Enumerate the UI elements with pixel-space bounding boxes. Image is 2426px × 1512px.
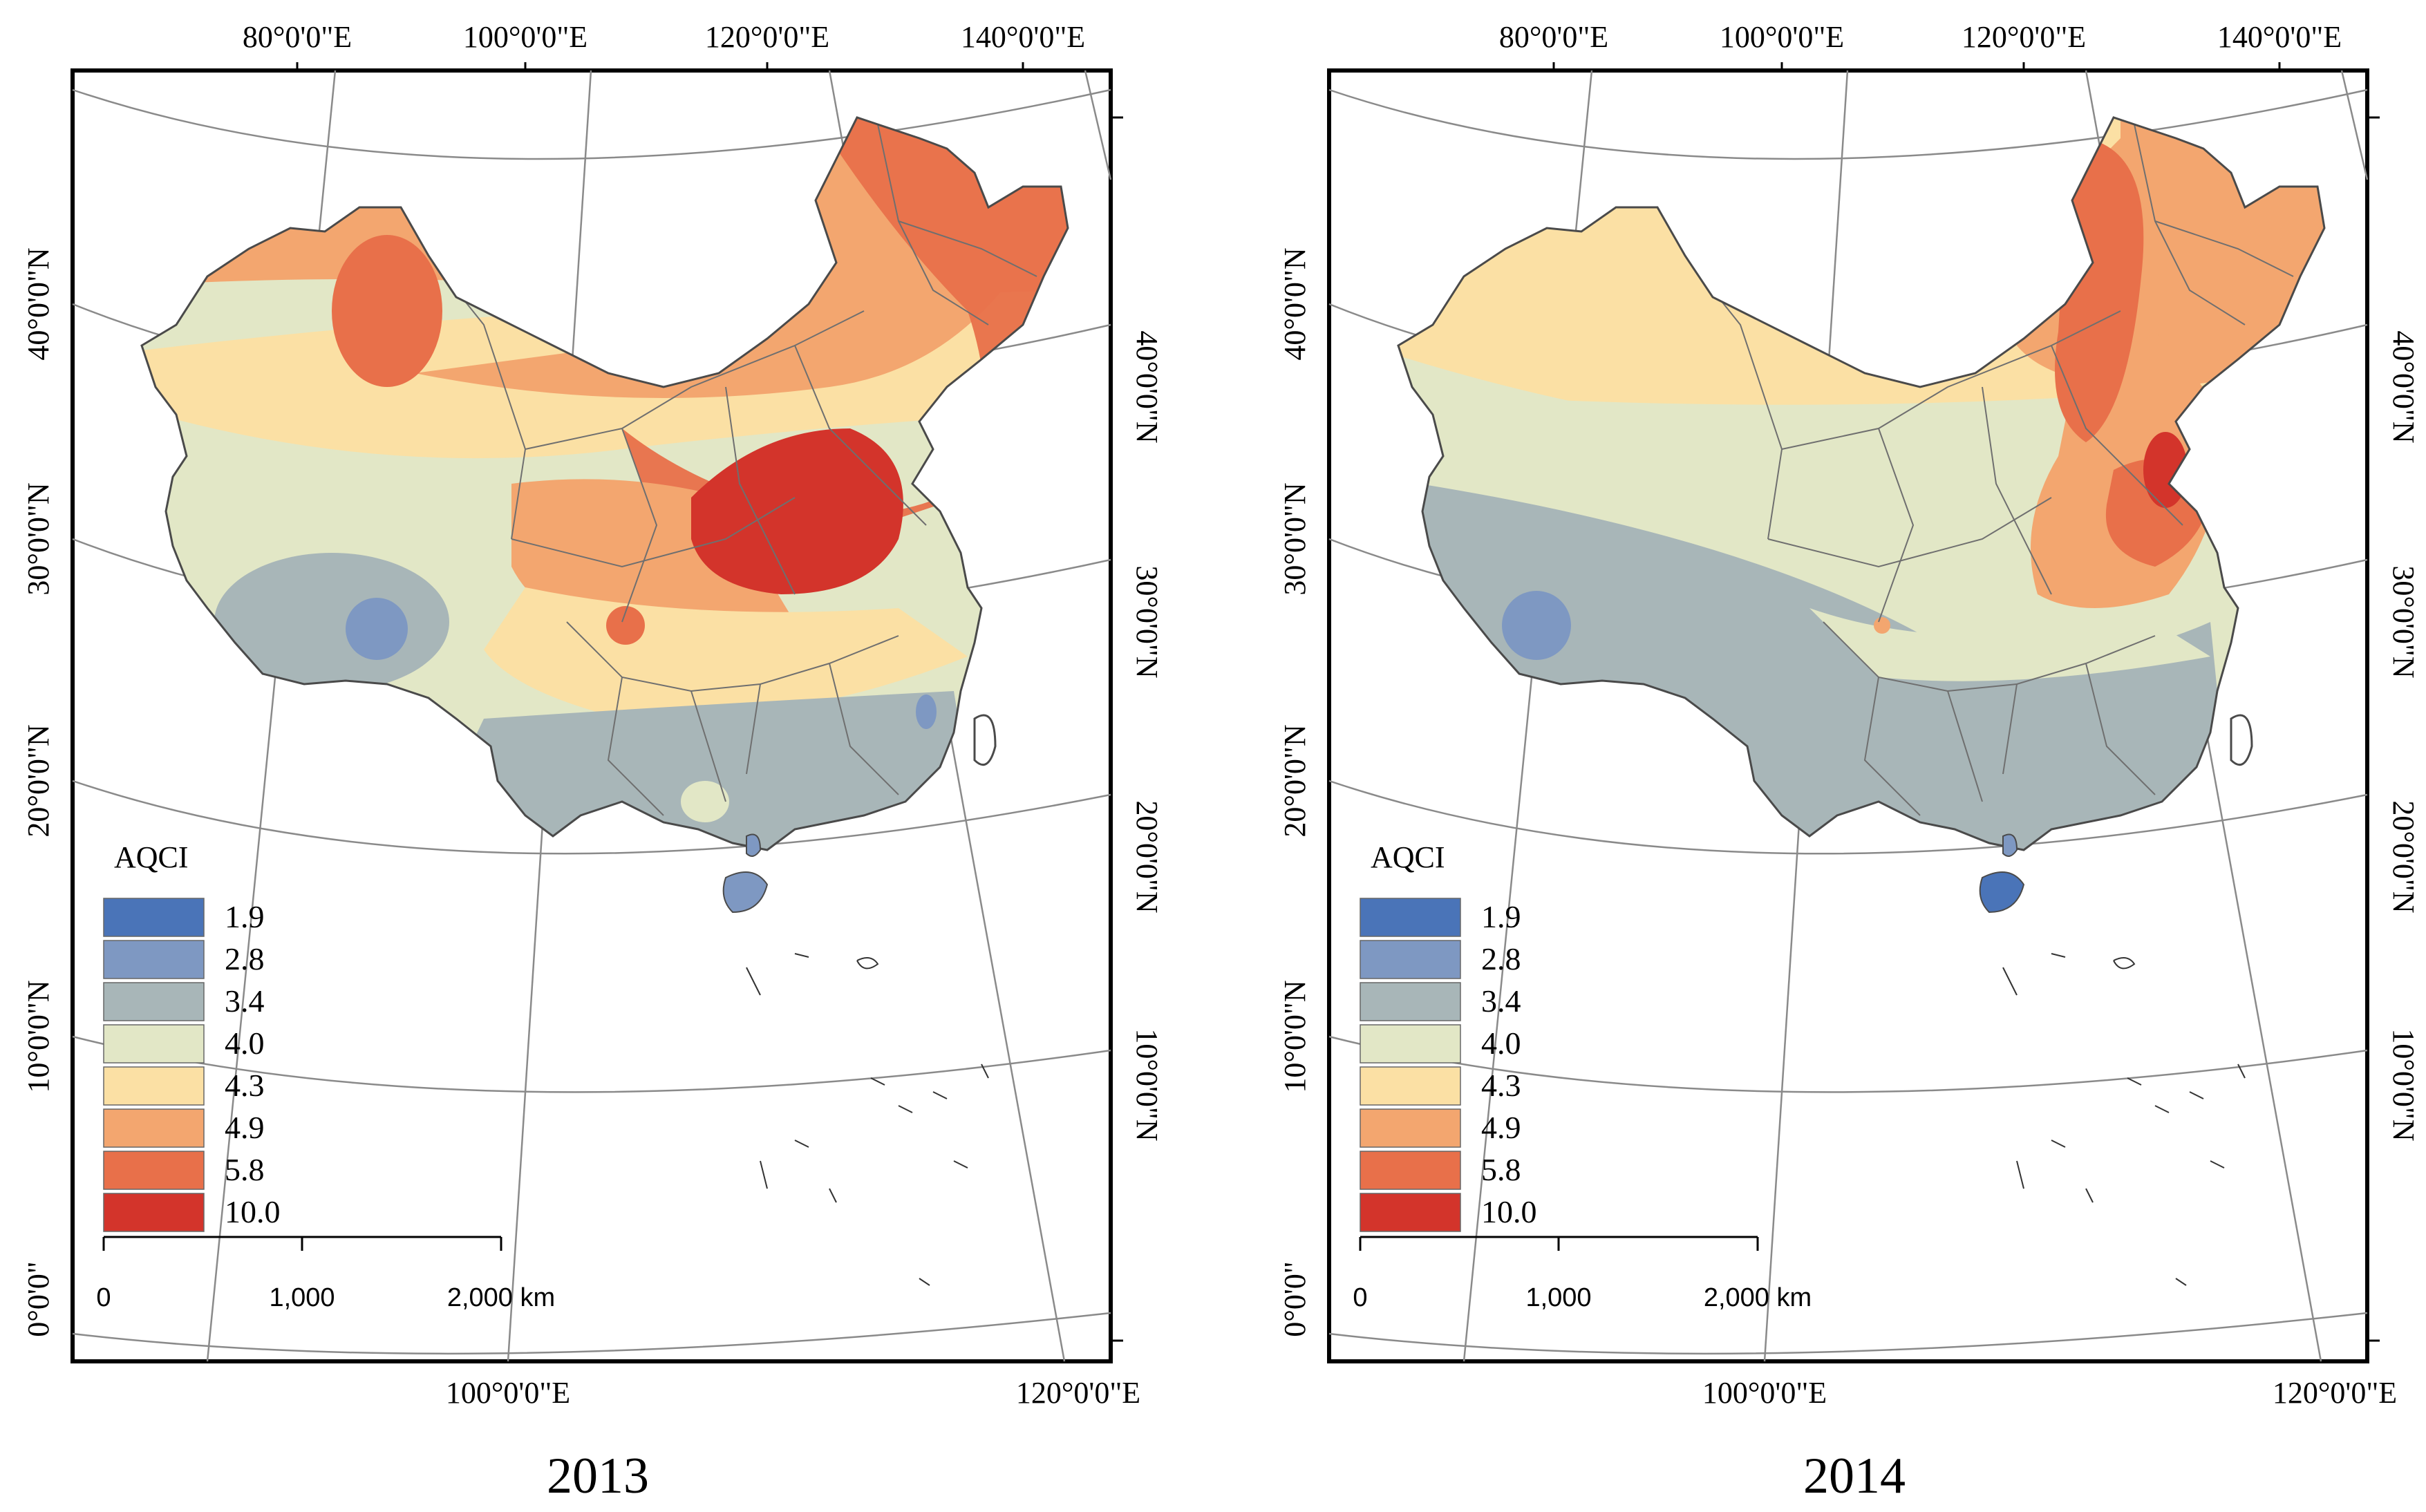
top-longitude-label: 140°0'0"E [2217, 20, 2342, 54]
legend-label: 3.4 [1481, 983, 1521, 1019]
latitude-line [1328, 88, 2368, 160]
legend: AQCI 1.9 2.8 3.4 4.0 4.3 4.9 5.8 10.0 [1360, 840, 1537, 1232]
legend-swatch [103, 898, 205, 937]
legend-label: 2.8 [225, 941, 265, 976]
right-latitude-label: 40°0'0"N [2387, 330, 2420, 443]
left-latitude-label: 0°0'0" [21, 1261, 55, 1336]
year-label: 2014 [1803, 1448, 1906, 1504]
top-longitude-label: 120°0'0"E [705, 20, 829, 54]
legend-swatch [1360, 1193, 1461, 1232]
legend-swatch [103, 1066, 205, 1106]
longitude-line [1084, 70, 1112, 180]
top-longitude-label: 80°0'0"E [243, 20, 352, 54]
legend-label: 2.8 [1481, 941, 1521, 976]
legend-swatch [1360, 898, 1461, 937]
legend-swatch [103, 940, 205, 979]
taiwan-island [973, 714, 997, 766]
scale-label: 2,000 km [447, 1283, 555, 1312]
legend-swatch [1360, 1066, 1461, 1106]
year-label: 2013 [547, 1448, 649, 1504]
legend-label: 3.4 [225, 983, 265, 1019]
legend-label: 5.8 [225, 1152, 265, 1187]
left-latitude-label: 30°0'0"N [21, 482, 55, 595]
scale-label: 1,000 [1525, 1283, 1591, 1312]
top-longitude-label: 100°0'0"E [463, 20, 587, 54]
scale-label: 0 [96, 1283, 111, 1312]
right-latitude-label: 20°0'0"N [1130, 800, 1164, 913]
right-latitude-label: 10°0'0"N [2387, 1028, 2420, 1141]
scale-label: 2,000 km [1704, 1283, 1812, 1312]
legend-label: 4.0 [225, 1026, 265, 1061]
left-latitude-label: 40°0'0"N [1278, 247, 1312, 360]
latitude-line [72, 779, 1111, 855]
latitude-line [72, 1312, 1111, 1355]
legend-label: 4.9 [1481, 1110, 1521, 1145]
latitude-line [72, 88, 1111, 160]
legend-label: 1.9 [225, 899, 265, 934]
legend-label: 10.0 [1481, 1194, 1537, 1229]
legend-swatch [1360, 940, 1461, 979]
legend-swatch [103, 1108, 205, 1148]
taiwan-island [2230, 714, 2253, 766]
right-latitude-label: 20°0'0"N [2387, 800, 2420, 913]
bottom-longitude-label: 100°0'0"E [446, 1376, 570, 1410]
left-latitude-label: 10°0'0"N [1278, 980, 1312, 1093]
top-longitude-label: 80°0'0"E [1499, 20, 1608, 54]
legend-swatch [103, 1024, 205, 1064]
right-latitude-label: 40°0'0"N [1130, 330, 1164, 443]
latitude-line [1328, 779, 2368, 855]
coordinate-labels: 80°0'0"E 100°0'0"E 120°0'0"E 140°0'0"E 100°0… [1278, 20, 2420, 1410]
scale-bar: 0 1,000 2,000 km [1353, 1236, 1812, 1312]
legend-swatch [103, 1193, 205, 1232]
scale-bar: 0 1,000 2,000 km [96, 1236, 555, 1312]
top-longitude-label: 140°0'0"E [961, 20, 1085, 54]
hainan-island [722, 871, 769, 914]
legend: AQCI 1.9 2.8 3.4 4.0 4.3 4.9 5.8 10.0 [103, 840, 281, 1232]
top-longitude-label: 120°0'0"E [1962, 20, 2086, 54]
top-longitude-label: 100°0'0"E [1720, 20, 1844, 54]
right-latitude-label: 30°0'0"N [2387, 565, 2420, 678]
legend-swatch [1360, 1024, 1461, 1064]
legend-swatch [103, 982, 205, 1021]
legend-title: AQCI [114, 840, 189, 874]
province-boundaries [1684, 124, 2294, 816]
map-panel-2014: 80°0'0"E 100°0'0"E 120°0'0"E 140°0'0"E 100°0… [1278, 20, 2420, 1504]
scale-label: 1,000 [269, 1283, 335, 1312]
hainan-island [1979, 871, 2025, 914]
right-latitude-label: 30°0'0"N [1130, 565, 1164, 678]
legend-swatch [1360, 982, 1461, 1021]
latitude-line [1328, 1312, 2368, 1355]
legend-label: 4.9 [225, 1110, 265, 1145]
south-china-sea-islands [746, 953, 989, 1286]
map-panel-2013: 80°0'0"E 100°0'0"E 120°0'0"E 140°0'0"E 100°0… [21, 20, 1164, 1504]
legend-title: AQCI [1371, 840, 1445, 874]
legend-swatch [1360, 1151, 1461, 1190]
left-latitude-label: 20°0'0"N [1278, 724, 1312, 837]
legend-label: 4.3 [225, 1068, 265, 1103]
bottom-longitude-label: 120°0'0"E [2273, 1376, 2397, 1410]
right-latitude-label: 10°0'0"N [1130, 1028, 1164, 1141]
legend-swatch [103, 1151, 205, 1190]
scale-label: 0 [1353, 1283, 1367, 1312]
legend-label: 5.8 [1481, 1152, 1521, 1187]
bottom-longitude-label: 120°0'0"E [1016, 1376, 1140, 1410]
longitude-line [2340, 70, 2369, 180]
legend-label: 4.3 [1481, 1068, 1521, 1103]
left-latitude-label: 0°0'0" [1278, 1261, 1312, 1336]
legend-label: 1.9 [1481, 899, 1521, 934]
bottom-longitude-label: 100°0'0"E [1702, 1376, 1827, 1410]
south-china-sea-islands [2002, 953, 2246, 1286]
legend-label: 10.0 [225, 1194, 281, 1229]
left-latitude-label: 10°0'0"N [21, 980, 55, 1093]
coordinate-labels: 80°0'0"E 100°0'0"E 120°0'0"E 140°0'0"E 100°0… [21, 20, 1164, 1410]
legend-swatch [1360, 1108, 1461, 1148]
left-latitude-label: 40°0'0"N [21, 247, 55, 360]
left-latitude-label: 20°0'0"N [21, 724, 55, 837]
left-latitude-label: 30°0'0"N [1278, 482, 1312, 595]
legend-label: 4.0 [1481, 1026, 1521, 1061]
